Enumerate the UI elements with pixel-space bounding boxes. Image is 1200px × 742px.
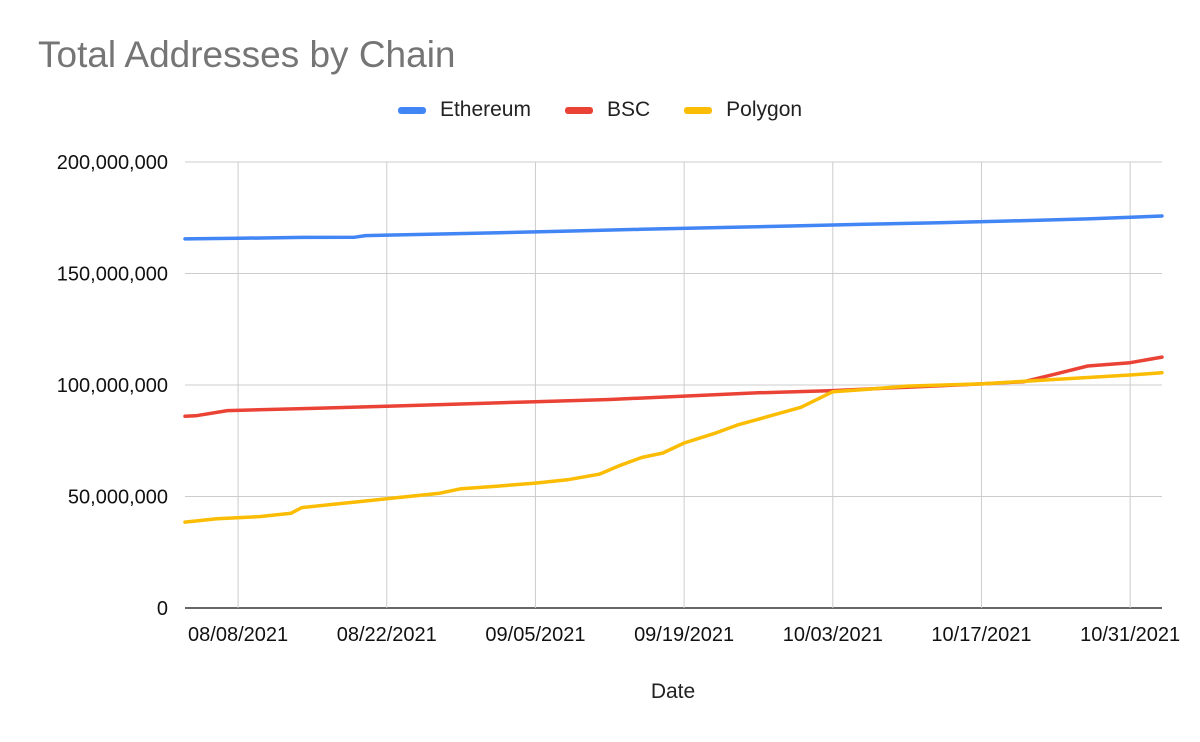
legend-label-polygon: Polygon (726, 98, 803, 121)
x-tick-label: 10/31/2021 (1080, 624, 1180, 646)
x-tick-label: 08/22/2021 (337, 624, 437, 646)
x-tick-label: 09/19/2021 (634, 624, 734, 646)
chart-title: Total Addresses by Chain (38, 34, 456, 75)
legend: Ethereum BSC Polygon (0, 98, 1200, 122)
y-tick-label: 100,000,000 (57, 375, 168, 397)
legend-label-ethereum: Ethereum (439, 98, 531, 121)
grid-layer (185, 161, 1162, 609)
series-line-polygon (183, 370, 1164, 524)
y-tick-labels: 0 50,000,000 100,000,000 150,000,000 200,000… (57, 152, 168, 620)
legend-swatch-polygon (684, 106, 713, 114)
legend-item-ethereum: Ethereum (397, 98, 531, 122)
legend-item-polygon: Polygon (684, 98, 802, 122)
x-tick-label: 10/17/2021 (931, 624, 1031, 646)
x-tick-label: 10/03/2021 (783, 624, 883, 646)
legend-label-bsc: BSC (606, 98, 651, 121)
x-tick-labels: 08/08/2021 08/22/2021 09/05/2021 09/19/2021… (188, 624, 1180, 646)
legend-item-bsc: BSC (564, 98, 651, 122)
series-layer (183, 214, 1164, 524)
x-axis-label: Date (651, 680, 695, 703)
x-tick-label: 09/05/2021 (485, 624, 585, 646)
legend-swatch-ethereum (397, 106, 426, 114)
y-tick-label: 150,000,000 (57, 264, 168, 286)
y-tick-label: 50,000,000 (68, 487, 168, 509)
series-line-ethereum (183, 214, 1164, 241)
legend-swatch-bsc (564, 106, 593, 114)
x-tick-label: 08/08/2021 (188, 624, 288, 646)
y-tick-label: 200,000,000 (57, 152, 168, 174)
series-line-bsc (183, 355, 1164, 418)
y-tick-label: 0 (157, 598, 168, 620)
